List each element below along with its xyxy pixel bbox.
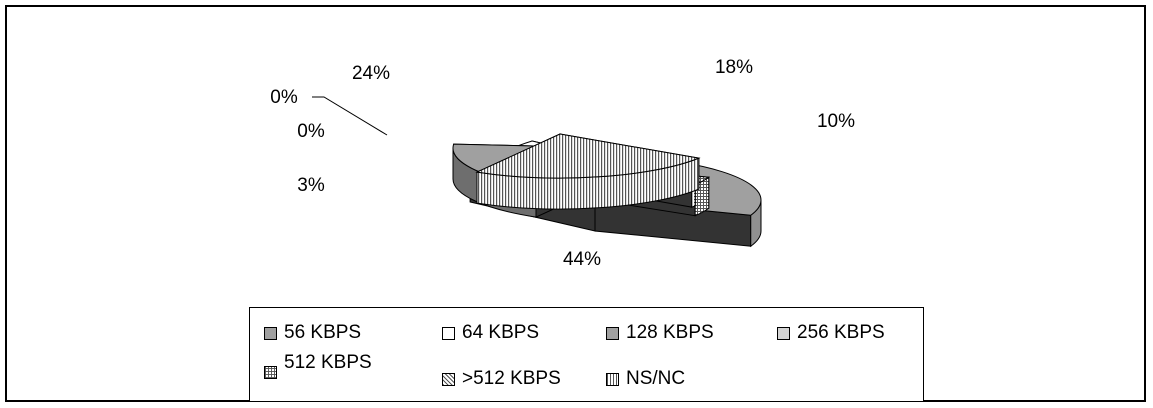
pct-label: 3%	[297, 175, 325, 196]
legend-item: 56 KBPS	[264, 322, 361, 344]
leader-line	[312, 96, 388, 136]
pct-label: 0%	[270, 87, 298, 108]
legend-item: 64 KBPS	[442, 322, 539, 344]
legend-swatch	[264, 326, 277, 340]
legend-swatch	[606, 372, 619, 386]
legend-swatch	[777, 326, 790, 340]
legend-item: 128 KBPS	[606, 322, 714, 344]
legend-item: NS/NC	[606, 368, 685, 390]
legend-swatch	[264, 366, 277, 379]
legend-label: >512 KBPS	[462, 368, 561, 389]
legend-label: 56 KBPS	[284, 322, 362, 343]
pct-label: 24%	[352, 63, 390, 84]
legend-label: 256 KBPS	[797, 322, 885, 343]
legend-label: 64 KBPS	[462, 322, 540, 343]
legend-swatch	[442, 372, 455, 386]
pie-chart: 18% 10% 44% 3% 0% 24% 0%	[270, 57, 855, 270]
legend-swatch	[442, 326, 455, 340]
chart-legend: 56 KBPS 64 KBPS 128 KBPS 256 KBPS 512 KBPS >5…	[249, 307, 924, 402]
legend-label: 512 KBPS	[284, 352, 372, 373]
pct-label: 18%	[715, 57, 753, 78]
pie-slice-ns-nc	[475, 133, 701, 210]
legend-swatch	[606, 326, 619, 340]
legend-item: >512 KBPS	[442, 368, 561, 390]
legend-label: NS/NC	[626, 368, 686, 389]
pct-label: 10%	[817, 111, 855, 132]
legend-label: 128 KBPS	[626, 322, 714, 343]
legend-item: 512 KBPS	[264, 352, 372, 382]
chart-frame: 18% 10% 44% 3% 0% 24% 0% 56 KBPS 64 KBPS 128 KBP…	[5, 5, 1146, 402]
pct-label: 0%	[297, 121, 325, 142]
pct-label: 44%	[563, 249, 601, 270]
legend-item: 256 KBPS	[777, 322, 885, 344]
